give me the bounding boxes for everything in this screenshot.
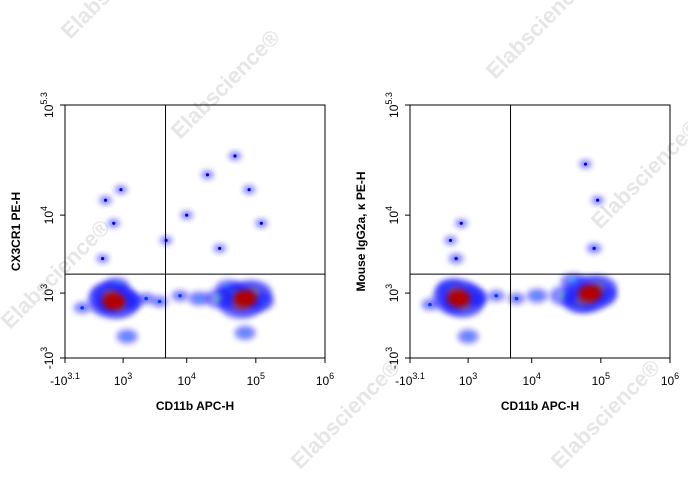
- point: [579, 159, 592, 169]
- point: [151, 295, 168, 308]
- point: [116, 329, 138, 344]
- watermark: Elabscience®: [56, 0, 175, 44]
- x-tick-label: 103: [459, 371, 477, 388]
- point: [526, 288, 548, 303]
- x-axis-label: CD11b APC-H: [156, 399, 234, 413]
- point: [508, 292, 525, 305]
- core: [233, 290, 257, 308]
- point: [487, 289, 505, 302]
- core: [459, 221, 463, 225]
- core: [164, 238, 168, 242]
- x-tick-label: 104: [523, 371, 541, 388]
- x-axis-label: CD11b APC-H: [501, 399, 579, 413]
- point: [114, 185, 128, 195]
- core: [583, 162, 588, 166]
- watermark: Elabscience®: [166, 24, 285, 143]
- point: [255, 218, 268, 228]
- core: [596, 198, 600, 202]
- point: [159, 235, 173, 245]
- plot: -103.1 103 104 105 106 -103 103 104 105.3 CD11b A…: [9, 92, 334, 413]
- point: [586, 243, 602, 254]
- point: [171, 289, 189, 302]
- point: [228, 151, 242, 161]
- x-tick-label: 103: [114, 371, 132, 388]
- y-axis-label: Mouse IgG2a, κ PE-H: [354, 171, 368, 291]
- y-tick-label: 103: [39, 284, 56, 302]
- point: [213, 244, 226, 253]
- core: [80, 306, 85, 310]
- point: [96, 254, 109, 263]
- core: [205, 173, 210, 177]
- point: [448, 253, 464, 264]
- y-tick-label: 105.3: [384, 92, 401, 118]
- core: [259, 221, 263, 225]
- y-axis-label: CX3CR1 PE-H: [9, 192, 23, 271]
- point: [219, 281, 272, 316]
- watermark: Elabscience®: [481, 0, 600, 84]
- y-tick-label: 105.3: [39, 92, 56, 118]
- x-tick-label: 104: [178, 371, 196, 388]
- point: [591, 195, 604, 205]
- point: [99, 195, 112, 205]
- core: [196, 296, 202, 301]
- core: [448, 238, 453, 242]
- point: [234, 325, 256, 341]
- x-tick-label: -103.1: [50, 371, 80, 388]
- core: [112, 221, 116, 225]
- core: [428, 302, 432, 307]
- core: [124, 334, 130, 339]
- y-tick-label: 103: [384, 284, 401, 302]
- points: [73, 151, 275, 344]
- plot-frame: [409, 104, 671, 359]
- core: [185, 213, 189, 217]
- core: [144, 296, 149, 301]
- core: [157, 299, 162, 304]
- core: [447, 290, 471, 308]
- core: [218, 246, 222, 250]
- point: [242, 185, 256, 195]
- core: [101, 257, 105, 261]
- core: [103, 198, 108, 202]
- plot: -103.1 103 104 105 106 -103 103 104 105.3 CD11b A…: [354, 92, 679, 413]
- point: [444, 235, 457, 245]
- point: [457, 329, 479, 344]
- x-tick-label: 105: [247, 371, 265, 388]
- y-tick-label: -103: [39, 347, 56, 369]
- core: [233, 154, 237, 158]
- core: [454, 256, 458, 261]
- x-tick-label: 106: [316, 371, 334, 388]
- x-tick-label: -103.1: [395, 371, 425, 388]
- points: [421, 159, 618, 344]
- core: [534, 293, 540, 298]
- point: [188, 291, 210, 306]
- watermarks: Elabscience® Elabscience® Elabscience® E…: [0, 0, 688, 474]
- core: [242, 330, 248, 335]
- point: [73, 302, 91, 314]
- core: [494, 293, 499, 298]
- point: [180, 210, 193, 220]
- point: [87, 284, 140, 319]
- watermark: Elabscience®: [286, 354, 405, 473]
- core: [592, 246, 596, 251]
- point: [564, 276, 617, 311]
- y-tick-label: -103: [384, 347, 401, 369]
- core: [102, 293, 126, 311]
- y-tick-label: 104: [384, 206, 401, 224]
- core: [465, 334, 471, 339]
- point: [432, 281, 485, 316]
- plot-frame: [64, 104, 326, 359]
- core: [247, 188, 251, 192]
- core: [178, 293, 182, 298]
- point: [455, 218, 468, 228]
- core: [578, 284, 602, 302]
- point: [201, 170, 214, 180]
- y-tick-label: 104: [39, 206, 56, 224]
- x-tick-label: 105: [592, 371, 610, 388]
- watermark: Elabscience®: [586, 114, 688, 233]
- x-tick-label: 106: [661, 371, 679, 388]
- core: [119, 188, 123, 192]
- point: [107, 218, 120, 228]
- core: [514, 296, 519, 301]
